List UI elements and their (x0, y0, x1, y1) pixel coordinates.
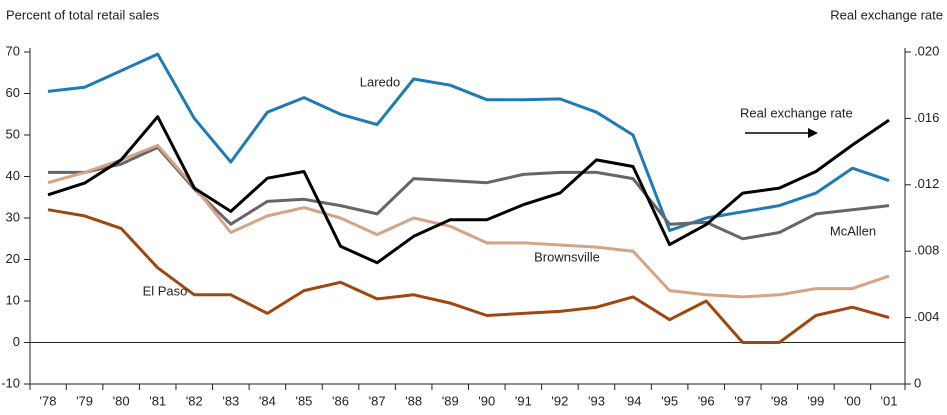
y2-tick-label: .016 (914, 110, 939, 125)
x-tick-label: '97 (734, 393, 751, 408)
y-tick-label: 50 (6, 126, 20, 141)
y-tick-label: 20 (6, 251, 20, 266)
x-tick-label: '96 (698, 393, 715, 408)
series-label: Brownsville (534, 249, 600, 264)
y-tick-label: -10 (1, 375, 20, 390)
y2-axis-title: Real exchange rate (830, 7, 943, 22)
x-tick-label: '87 (369, 393, 386, 408)
x-tick-label: '80 (113, 393, 130, 408)
series-line (47, 143, 890, 299)
y-tick-label: 70 (6, 43, 20, 58)
y2-tick-label: .004 (914, 309, 939, 324)
y2-tick-label: .008 (914, 243, 939, 258)
y-tick-label: 40 (6, 168, 20, 183)
arrow-head (808, 128, 818, 138)
series-label: El Paso (143, 283, 188, 298)
y-tick-label: 60 (6, 85, 20, 100)
y-tick-label: 30 (6, 209, 20, 224)
x-tick-label: '79 (76, 393, 93, 408)
series-line (47, 115, 890, 265)
y2-tick-label: .012 (914, 176, 939, 191)
y2-tick-label: 0 (914, 375, 921, 390)
x-tick-label: '88 (405, 393, 422, 408)
y2-tick-label: .020 (914, 43, 939, 58)
x-tick-label: '89 (442, 393, 459, 408)
x-tick-label: '78 (40, 393, 57, 408)
x-tick-label: '91 (515, 393, 532, 408)
series-label: Laredo (360, 74, 400, 89)
x-tick-label: '95 (661, 393, 678, 408)
x-tick-label: '92 (551, 393, 568, 408)
y-tick-label: 10 (6, 292, 20, 307)
series-line (47, 208, 890, 344)
x-tick-label: '98 (771, 393, 788, 408)
series-line (47, 52, 890, 232)
x-tick-label: '99 (807, 393, 824, 408)
x-tick-label: '90 (478, 393, 495, 408)
x-tick-label: '00 (844, 393, 861, 408)
y-axis-title: Percent of total retail sales (6, 7, 160, 22)
x-tick-label: '94 (625, 393, 642, 408)
series-label: McAllen (830, 223, 876, 238)
series-line (48, 145, 890, 241)
x-tick-label: '86 (332, 393, 349, 408)
x-tick-label: '81 (149, 393, 166, 408)
y-tick-label: 0 (13, 334, 20, 349)
x-tick-label: '93 (588, 393, 605, 408)
x-tick-label: '83 (222, 393, 239, 408)
series-label: Real exchange rate (740, 105, 853, 120)
x-tick-label: '84 (259, 393, 276, 408)
x-tick-label: '01 (881, 393, 898, 408)
x-tick-label: '82 (186, 393, 203, 408)
x-tick-label: '85 (295, 393, 312, 408)
